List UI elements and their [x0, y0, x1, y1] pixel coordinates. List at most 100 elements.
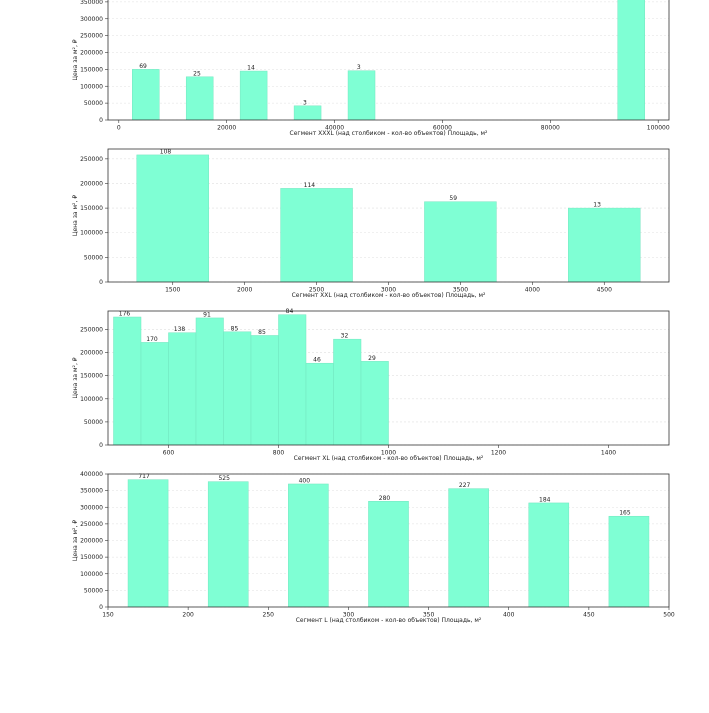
y-tick-label: 150000 — [80, 373, 103, 380]
x-tick-label: 200 — [182, 612, 194, 619]
bar — [288, 483, 329, 607]
x-tick-label: 350 — [423, 612, 435, 619]
y-tick-label: 350000 — [80, 488, 103, 495]
x-tick-label: 500 — [663, 612, 675, 619]
chart-panel-3: 176 170 138 91 85 85 84 46 32 29 600 800 1000 1200 140… — [72, 308, 670, 462]
bar-count-label: 14 — [247, 65, 255, 72]
x-tick-label: 4000 — [525, 287, 540, 294]
y-tick-label: 50000 — [84, 419, 103, 426]
bars — [136, 154, 641, 282]
bar — [136, 154, 209, 282]
y-tick-label: 50000 — [84, 587, 103, 594]
x-tick-label: 80000 — [541, 125, 560, 132]
bar-count-label: 32 — [341, 333, 349, 340]
bar — [207, 481, 249, 607]
x-tick-label: 1200 — [491, 450, 506, 457]
bar — [223, 331, 252, 445]
y-tick-label: 350000 — [80, 0, 103, 6]
bar — [278, 314, 307, 445]
y-tick-label: 100000 — [80, 83, 103, 90]
x-tick-label: 450 — [583, 612, 595, 619]
x-tick-label: 400 — [503, 612, 515, 619]
y-tick-label: 200000 — [80, 50, 103, 57]
y-tick-label: 200000 — [80, 350, 103, 357]
plot-frame — [107, 0, 670, 121]
bar — [568, 207, 641, 282]
y-axis-label: Цена за м², ₽ — [72, 357, 79, 398]
x-tick-label: 250 — [263, 612, 275, 619]
bars — [132, 0, 645, 120]
bar-count-label: 84 — [286, 308, 294, 315]
bar — [185, 76, 214, 120]
bar-count-label: 114 — [304, 182, 316, 189]
bar — [280, 188, 353, 282]
bar — [250, 335, 279, 445]
bar-count-label: 138 — [174, 326, 186, 333]
y-axis-label: Цена за м², ₽ — [72, 39, 79, 80]
bar — [113, 316, 142, 445]
x-tick-label: 300 — [343, 612, 355, 619]
y-tick-label: 200000 — [80, 180, 103, 187]
bar — [195, 317, 224, 445]
y-tick-label: 150000 — [80, 66, 103, 73]
x-tick-label: 2000 — [237, 287, 252, 294]
bar-count-label: 227 — [459, 482, 471, 489]
bar-count-label: 170 — [146, 336, 158, 343]
y-tick-label: 50000 — [84, 254, 103, 261]
y-tick-label: 0 — [99, 117, 103, 124]
bar-count-label: 717 — [138, 473, 150, 480]
y-tick-label: 100000 — [80, 230, 103, 237]
x-tick-label: 0 — [117, 125, 121, 132]
y-tick-label: 100000 — [80, 571, 103, 578]
x-axis-label: Сегмент XXXL (над столбиком - кол-во объ… — [290, 130, 489, 137]
bar — [132, 69, 160, 120]
y-tick-label: 250000 — [80, 521, 103, 528]
y-tick-label: 400000 — [80, 471, 103, 478]
bar — [293, 105, 322, 120]
bar-count-label: 525 — [218, 475, 230, 482]
chart-panel-1: 69 25 14 3 3 0 20000 40000 60000 80000 100000 0 5000… — [72, 0, 670, 137]
y-tick-label: 0 — [99, 442, 103, 449]
bar — [347, 70, 376, 120]
bar-count-label: 184 — [539, 496, 551, 503]
y-tick-label: 250000 — [80, 156, 103, 163]
bars — [127, 479, 650, 607]
x-axis-label: Сегмент XXL (над столбиком - кол-во объе… — [292, 292, 486, 299]
bar — [617, 0, 645, 120]
y-tick-label: 0 — [99, 279, 103, 286]
x-tick-label: 60000 — [433, 125, 452, 132]
y-axis-label: Цена за м², ₽ — [72, 520, 79, 561]
x-tick-label: 4500 — [597, 287, 612, 294]
y-tick-label: 150000 — [80, 554, 103, 561]
bar-count-label: 3 — [357, 64, 361, 71]
bar — [239, 70, 268, 120]
bar-count-label: 176 — [119, 311, 131, 318]
x-tick-label: 600 — [163, 450, 175, 457]
bar — [305, 362, 334, 445]
bar-count-label: 85 — [258, 329, 266, 336]
bar — [333, 338, 362, 445]
bar — [448, 488, 489, 607]
bars — [113, 314, 389, 445]
y-tick-label: 150000 — [80, 205, 103, 212]
y-tick-label: 0 — [99, 604, 103, 611]
y-tick-label: 200000 — [80, 538, 103, 545]
y-tick-label: 100000 — [80, 396, 103, 403]
x-tick-label: 1000 — [381, 450, 396, 457]
bar-count-label: 85 — [231, 325, 239, 332]
bar-count-label: 13 — [593, 202, 601, 209]
x-tick-label: 800 — [273, 450, 285, 457]
bar — [608, 515, 650, 607]
x-tick-label: 1400 — [601, 450, 616, 457]
bar-count-label: 165 — [619, 510, 631, 517]
bar-count-label: 25 — [193, 70, 201, 77]
bar — [140, 342, 169, 445]
x-tick-label: 40000 — [325, 125, 344, 132]
x-axis-label: Сегмент L (над столбиком - кол-во объект… — [296, 617, 482, 624]
x-tick-label: 20000 — [217, 125, 236, 132]
y-tick-label: 300000 — [80, 504, 103, 511]
x-axis-label: Сегмент XL (над столбиком - кол-во объек… — [294, 455, 484, 462]
y-axis-label: Цена за м², ₽ — [72, 195, 79, 236]
bar-count-label: 108 — [160, 148, 172, 155]
